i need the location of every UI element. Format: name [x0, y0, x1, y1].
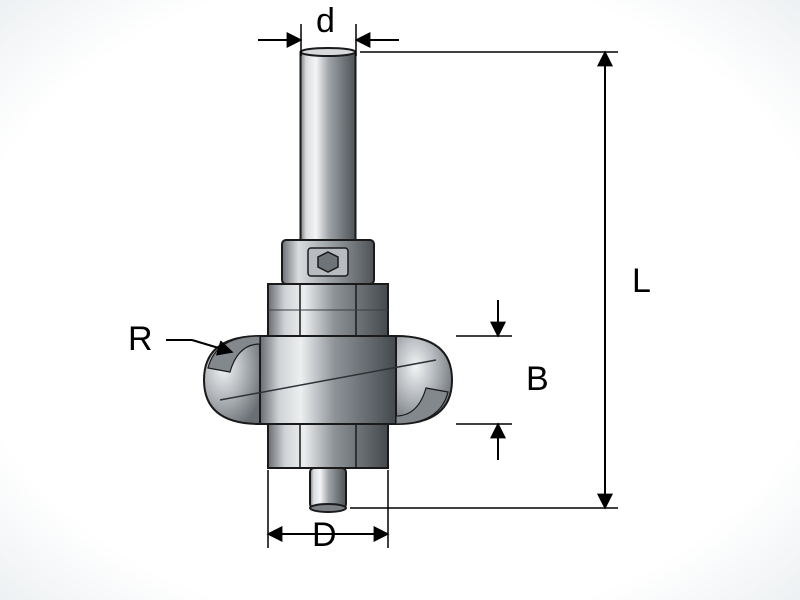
label-L: L [632, 262, 651, 301]
label-D: D [312, 516, 337, 555]
router-bit-diagram [0, 0, 800, 600]
dimension-L [350, 52, 618, 508]
label-R: R [128, 320, 153, 359]
dimension-B [456, 300, 512, 460]
arbor-nub [310, 468, 346, 512]
lock-collar [282, 240, 374, 284]
label-d: d [316, 2, 335, 41]
cutter-body [204, 336, 452, 424]
label-B: B [526, 360, 549, 399]
hex-screw-icon [318, 252, 338, 272]
lower-bearing [268, 424, 388, 468]
shank [301, 48, 356, 240]
upper-bearing [268, 284, 388, 336]
